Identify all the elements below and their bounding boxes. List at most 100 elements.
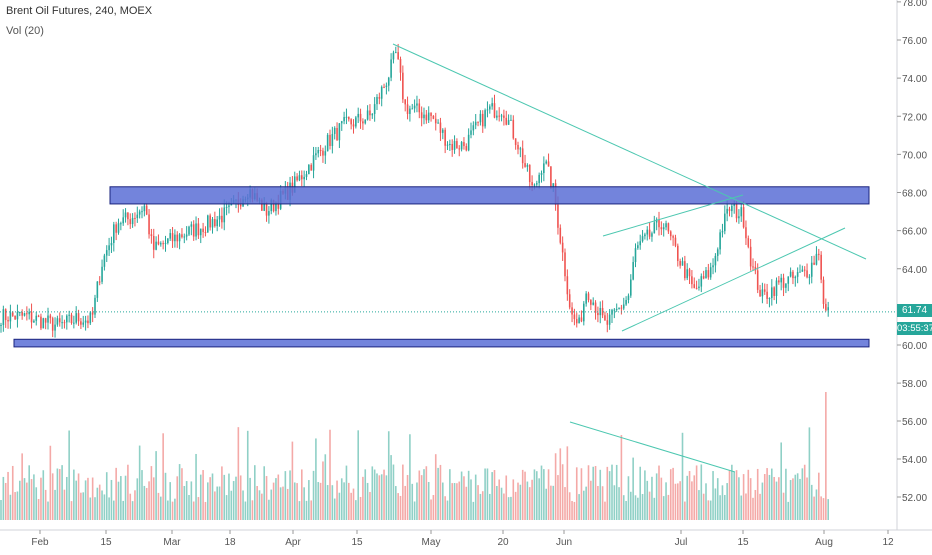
volume-bar — [263, 466, 265, 520]
candle-body — [160, 243, 162, 245]
volume-bar — [42, 470, 45, 520]
candle-body — [94, 297, 96, 315]
volume-bar — [167, 500, 169, 520]
candle-body — [655, 219, 658, 223]
candle-body — [343, 117, 345, 122]
candle-body — [759, 289, 761, 297]
candle-body — [305, 174, 308, 177]
volume-bar — [251, 500, 254, 520]
horizontal-zones[interactable] — [13, 186, 870, 348]
volume-bar — [413, 501, 416, 520]
candle-body — [444, 129, 446, 146]
volume-bar — [721, 485, 724, 520]
candle-body — [681, 261, 684, 266]
volume-bar — [561, 464, 564, 520]
candle-body — [399, 59, 402, 73]
volume-bar — [759, 493, 761, 520]
volume-bar — [268, 499, 270, 520]
volume-bar — [174, 498, 176, 520]
volume-bar — [51, 473, 54, 520]
volume-bar — [425, 466, 428, 520]
volume-bar — [637, 497, 639, 520]
candle-body — [272, 199, 275, 212]
volume-bar — [792, 478, 794, 520]
volume-bar — [517, 482, 519, 520]
price-tick-label: 58.00 — [902, 379, 927, 390]
candle-body — [827, 307, 829, 311]
volume-bar — [493, 470, 496, 520]
candle-body — [818, 253, 820, 255]
candle-body — [604, 315, 606, 321]
volume-bar — [96, 487, 99, 520]
candle-body — [618, 307, 620, 310]
candle-body — [585, 293, 587, 304]
candle-body — [724, 213, 726, 232]
volume-bar — [272, 482, 275, 520]
volume-bar — [409, 434, 411, 520]
candle-body — [21, 312, 23, 316]
candle-body — [491, 103, 493, 107]
channel-upper-line — [602, 194, 744, 237]
candle-body — [559, 227, 562, 243]
candle-body — [9, 312, 12, 322]
candle-body — [437, 122, 439, 124]
candle-body — [538, 174, 540, 184]
volume-bar — [442, 482, 444, 520]
volume-bar — [481, 491, 484, 520]
volume-bar — [214, 491, 216, 520]
candle-body — [326, 134, 329, 152]
descending-trendline — [392, 43, 867, 260]
volume-bar — [75, 480, 77, 520]
trendlines[interactable] — [0, 43, 897, 473]
candle-body — [825, 303, 827, 311]
volume-bar — [719, 495, 721, 520]
candle-body — [778, 280, 780, 283]
candle-body — [181, 234, 183, 238]
volume-bar — [618, 487, 620, 520]
candle-body — [679, 260, 681, 266]
volume-bar — [402, 464, 404, 520]
volume-bar — [608, 471, 611, 520]
volume-bar — [258, 490, 261, 520]
candle-body — [752, 266, 754, 268]
candle-body — [216, 219, 218, 227]
volume-bar — [773, 476, 775, 520]
candle-body — [578, 317, 580, 324]
candle-body — [467, 134, 470, 151]
candle-body — [113, 224, 115, 243]
volume-bar — [89, 497, 92, 520]
candle-body — [521, 148, 524, 164]
volume-bar — [545, 488, 547, 520]
volume-bar — [740, 495, 743, 520]
volume-bar — [768, 474, 771, 520]
candle-body — [479, 113, 482, 123]
volume-bar — [366, 482, 369, 520]
candle-body — [637, 245, 639, 249]
candle-body — [449, 143, 451, 145]
volume-bar — [662, 496, 665, 520]
candle-body — [484, 110, 486, 127]
candle-body — [644, 234, 646, 237]
volume-bar — [19, 480, 21, 520]
candle-body — [822, 279, 825, 304]
candle-body — [688, 269, 691, 277]
volume-bar — [761, 482, 764, 520]
volume-bar — [340, 478, 343, 520]
candle-body — [442, 129, 444, 133]
candle-body — [192, 224, 195, 237]
candle-body — [221, 215, 223, 223]
volume-bar — [585, 486, 587, 520]
candle-body — [700, 276, 703, 287]
volume-bar — [674, 483, 677, 520]
volume-bar — [540, 465, 543, 520]
volume-bar — [456, 483, 458, 520]
volume-bar — [282, 486, 284, 520]
volume-bar — [164, 472, 167, 520]
candle-body — [630, 279, 632, 296]
volume-bar — [373, 469, 376, 520]
volume-bar — [639, 466, 641, 520]
volume-bar — [801, 468, 804, 520]
volume-bar — [583, 490, 585, 520]
volume-bar — [127, 464, 129, 520]
